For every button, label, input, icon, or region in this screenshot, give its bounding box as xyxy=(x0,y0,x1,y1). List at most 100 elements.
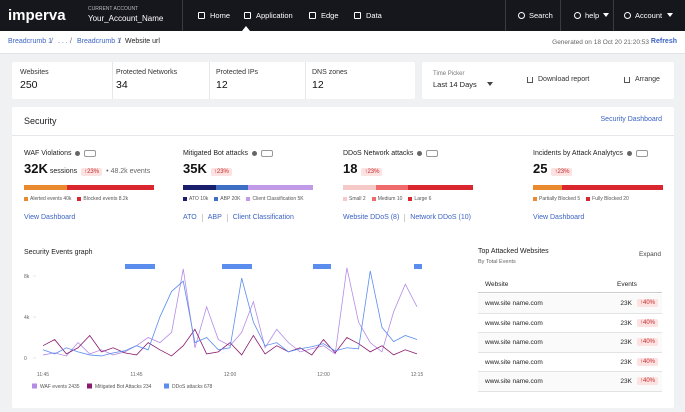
stat-value: 12 xyxy=(312,79,324,91)
account-name[interactable]: Your_Account_Name xyxy=(88,14,164,23)
site-name[interactable]: www.site name.com xyxy=(485,378,543,385)
events-count: 23K xyxy=(620,378,632,385)
column-header: Website xyxy=(485,281,509,288)
bar-segment xyxy=(408,185,473,190)
breadcrumb-item[interactable]: Breadcrumb 1 xyxy=(77,38,121,45)
widget-title: Mitigated Bot attacks xyxy=(183,150,248,157)
nav-item[interactable]: Data xyxy=(366,11,382,20)
nav-divider xyxy=(560,0,561,31)
link-divider xyxy=(201,214,203,222)
site-name[interactable]: www.site name.com xyxy=(485,300,543,307)
breadcrumb-sep: / xyxy=(119,38,121,45)
logo[interactable]: imperva xyxy=(8,7,66,24)
widget-link[interactable]: ABP xyxy=(207,214,222,221)
nav-item[interactable]: Edge xyxy=(321,11,339,20)
widget-title-row: WAF Violations xyxy=(24,150,97,157)
bar-segment xyxy=(561,185,663,190)
legend-text: Alerted events 40k xyxy=(30,196,72,202)
header-divider xyxy=(12,135,674,136)
stat-value: 12 xyxy=(216,79,228,91)
info-icon xyxy=(417,151,423,156)
nav-icon xyxy=(518,12,525,19)
refresh[interactable]: Refresh xyxy=(650,38,677,45)
bar-segment xyxy=(375,185,408,190)
security-dashboard-link[interactable]: Security Dashboard xyxy=(600,116,662,123)
table-row xyxy=(478,352,662,372)
change-badge: 23% xyxy=(361,168,383,176)
widget-link[interactable]: Client Classification xyxy=(232,214,294,221)
more-button[interactable] xyxy=(260,150,273,157)
column-header: Events xyxy=(617,281,637,288)
arrange-icon xyxy=(624,77,630,83)
stats-divider xyxy=(112,62,113,99)
widget-extra: 48.2k events xyxy=(110,168,151,175)
events-count: 23K xyxy=(620,300,632,307)
controls-card xyxy=(422,62,674,99)
change-badge: 23% xyxy=(210,168,232,176)
time-picker-label: Time Picker xyxy=(433,71,465,77)
expand-button[interactable]: Expand xyxy=(638,251,661,258)
table-filter[interactable]: By Total Events xyxy=(478,259,516,265)
more-button[interactable] xyxy=(635,150,648,157)
widget-link[interactable]: View Dashboard xyxy=(533,214,585,221)
active-indicator xyxy=(242,26,250,31)
nav-help[interactable]: help xyxy=(585,11,600,20)
legend-text: Medium 10 xyxy=(377,196,403,202)
legend-text: Blocked events 8.2k xyxy=(83,196,129,202)
stat-label: DNS zones xyxy=(312,69,348,76)
download-icon xyxy=(527,77,533,83)
widget-link[interactable]: Network DDoS (10) xyxy=(410,214,471,221)
widget-title: WAF Violations xyxy=(24,150,72,157)
change-badge: 40% xyxy=(637,357,659,366)
site-name[interactable]: www.site name.com xyxy=(485,358,543,366)
nav-account[interactable]: Account xyxy=(635,11,663,20)
chevron xyxy=(603,13,609,17)
widget-value: 18 xyxy=(343,161,358,176)
nav-divider xyxy=(182,0,183,31)
bar-segment xyxy=(183,185,216,190)
breadcrumb-item[interactable]: . . . xyxy=(58,38,68,45)
bullet: • xyxy=(106,168,109,175)
widget-value-row: 32Ksessions23%•48.2k events xyxy=(24,161,150,176)
nav-search[interactable]: Search xyxy=(529,11,553,20)
arrange-button[interactable]: Arrange xyxy=(635,76,660,83)
legend-text: Fully Blocked 20 xyxy=(592,196,629,202)
stat-value: 250 xyxy=(20,79,38,91)
bar-segment xyxy=(533,185,562,190)
nav-icon xyxy=(354,12,361,19)
bar-segment xyxy=(66,185,154,190)
more-button[interactable] xyxy=(84,150,97,157)
site-name[interactable]: www.site name.com xyxy=(485,319,543,327)
widget-legend: Alerted events 40k Blocked events 8.2k xyxy=(24,196,128,202)
nav-item[interactable]: Home xyxy=(210,11,231,20)
widget-value: 25 xyxy=(533,161,548,176)
widget-link[interactable]: View Dashboard xyxy=(24,214,76,221)
change-badge: 23% xyxy=(81,168,103,176)
legend-swatch xyxy=(77,197,82,201)
bar-segment xyxy=(24,185,67,190)
nav-icon xyxy=(198,12,205,19)
widget-link[interactable]: Website DDoS (8) xyxy=(343,214,400,221)
site-name[interactable]: www.site name.com xyxy=(485,339,543,346)
widget-legend: ATO 10k ABP 20K Client Classification 5K xyxy=(183,196,304,202)
widget-links: Website DDoS (8) Network DDoS (10) xyxy=(343,214,471,222)
download-button[interactable]: Download report xyxy=(538,76,590,83)
nav-item[interactable]: Application xyxy=(256,11,293,20)
nav-icon xyxy=(244,12,251,19)
widget-link[interactable]: ATO xyxy=(183,214,197,221)
time-picker-value[interactable]: Last 14 Days xyxy=(433,80,477,89)
stats-divider xyxy=(209,62,210,99)
bar-segment xyxy=(215,185,248,190)
legend-text: Small 2 xyxy=(349,196,366,202)
breadcrumb-sep: / xyxy=(70,38,72,45)
table-row xyxy=(478,372,662,392)
bar-segment xyxy=(248,185,313,190)
breadcrumb-item[interactable]: Breadcrumb 1 xyxy=(8,38,52,45)
account-caption: CURRENT ACCOUNT xyxy=(88,6,139,12)
nav-divider xyxy=(613,0,614,31)
more-button[interactable] xyxy=(426,150,439,157)
widget-links: View Dashboard xyxy=(24,214,75,221)
legend-swatch xyxy=(533,197,537,201)
legend-swatch xyxy=(214,197,219,201)
